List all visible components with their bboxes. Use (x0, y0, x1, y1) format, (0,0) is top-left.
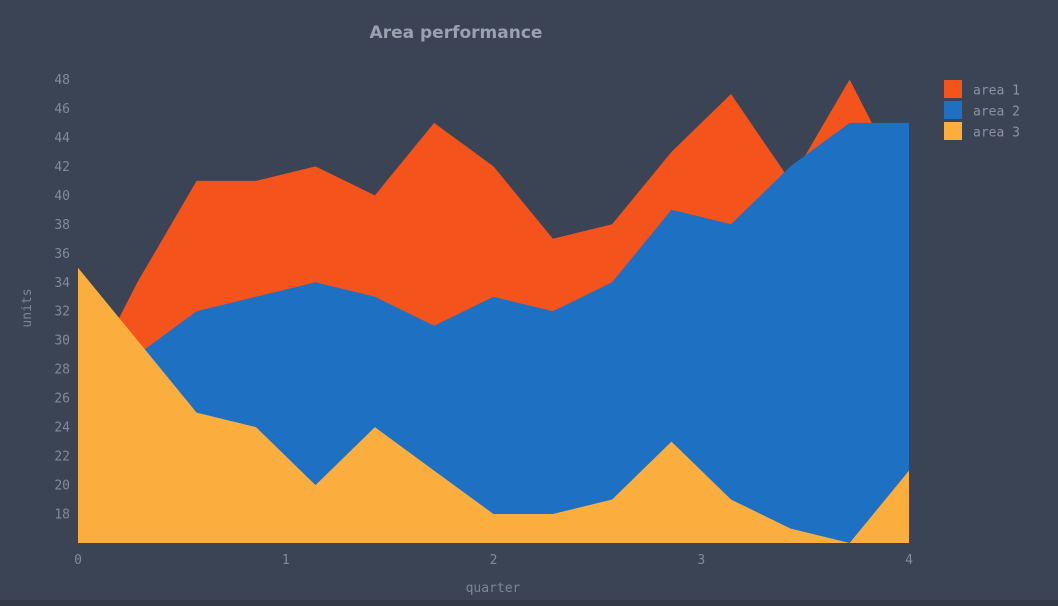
legend-swatch-3 (944, 122, 962, 140)
series-area-2 (78, 122, 909, 544)
y-tick-label-30: 30 (54, 334, 70, 349)
x-tick-label-1: 1 (282, 553, 290, 568)
y-tick-label-26: 26 (54, 392, 70, 407)
y-tick-label-40: 40 (54, 189, 70, 204)
y-axis-ticks: 18 20 22 24 26 28 30 32 34 36 38 40 42 44 46 48 (54, 73, 70, 523)
legend-label-3: area 3 (973, 126, 1020, 141)
y-tick-label-38: 38 (54, 218, 70, 233)
y-tick-label-48: 48 (54, 73, 70, 88)
y-tick-label-44: 44 (54, 131, 70, 146)
y-axis-title: units (20, 288, 35, 327)
y-tick-label-36: 36 (54, 247, 70, 262)
y-tick-label-34: 34 (54, 276, 70, 291)
window-bottom-edge (0, 600, 1058, 606)
y-tick-label-24: 24 (54, 421, 70, 436)
series-area-3 (78, 267, 909, 543)
x-axis-ticks: 0 1 2 3 4 (74, 553, 913, 568)
legend: area 1 area 2 area 3 (944, 80, 1020, 141)
y-tick-label-46: 46 (54, 102, 70, 117)
x-tick-label-2: 2 (490, 553, 498, 568)
chart-title: Area performance (370, 23, 543, 43)
y-tick-label-32: 32 (54, 305, 70, 320)
plot-areas (78, 79, 909, 544)
y-tick-label-18: 18 (54, 508, 70, 523)
x-tick-label-4: 4 (905, 553, 913, 568)
legend-swatch-1 (944, 80, 962, 98)
x-axis-title: quarter (466, 581, 521, 596)
legend-swatch-2 (944, 101, 962, 119)
legend-label-1: area 1 (973, 84, 1020, 99)
x-tick-label-0: 0 (74, 553, 82, 568)
legend-label-2: area 2 (973, 105, 1020, 120)
x-tick-label-3: 3 (697, 553, 705, 568)
y-tick-label-42: 42 (54, 160, 70, 175)
y-tick-label-22: 22 (54, 450, 70, 465)
y-tick-label-20: 20 (54, 479, 70, 494)
y-tick-label-28: 28 (54, 363, 70, 378)
